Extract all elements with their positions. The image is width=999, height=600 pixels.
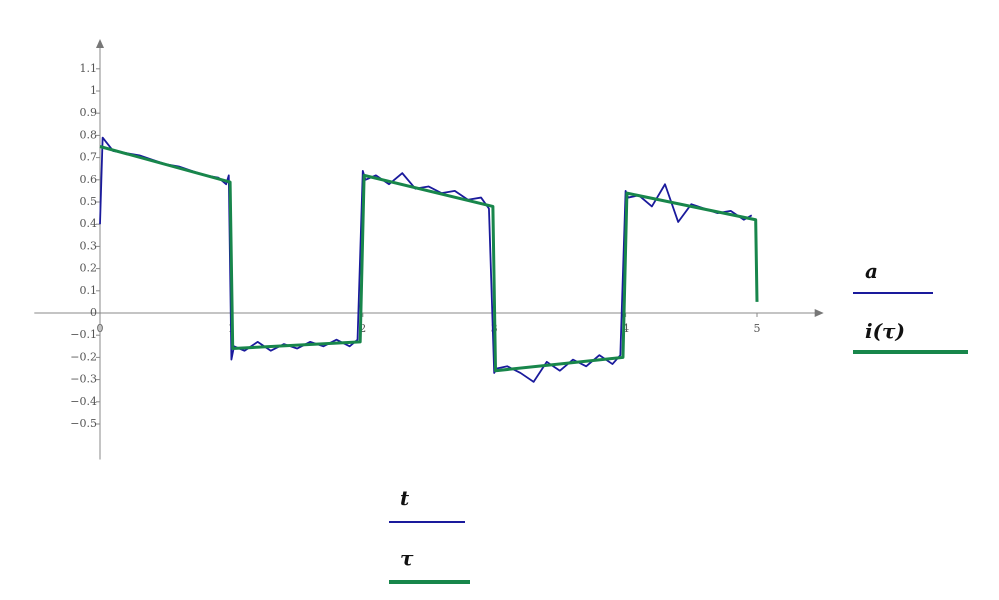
y-tick-label: −0.5 bbox=[70, 417, 97, 430]
series-line bbox=[99, 145, 759, 373]
y-tick-label: 0.9 bbox=[80, 106, 98, 119]
y-tick-label: 0.4 bbox=[80, 217, 98, 230]
y-tick-label: 0.8 bbox=[80, 128, 98, 141]
y-tick-label: 0 bbox=[90, 306, 97, 319]
y-tick-label: −0.3 bbox=[70, 373, 97, 386]
legend-label: a bbox=[865, 259, 878, 283]
x-tick-label: 4 bbox=[622, 322, 629, 335]
y-tick-label: −0.4 bbox=[70, 395, 97, 408]
x-legend-label: τ bbox=[400, 546, 414, 570]
y-tick-label: 0.3 bbox=[80, 239, 98, 252]
y-tick-label: 0.7 bbox=[80, 151, 98, 164]
y-tick-label: 0.5 bbox=[80, 195, 98, 208]
y-tick-label: −0.1 bbox=[70, 328, 97, 341]
y-tick-label: 0.6 bbox=[80, 173, 98, 186]
legend-label: i(τ) bbox=[865, 319, 905, 343]
y-tick-label: −0.2 bbox=[70, 350, 97, 363]
x-tick-label: 0 bbox=[97, 322, 104, 335]
y-tick-label: 0.2 bbox=[80, 262, 98, 275]
x-tick-label: 2 bbox=[359, 322, 366, 335]
y-tick-label: 1 bbox=[90, 84, 97, 97]
x-legend-label: t bbox=[400, 486, 410, 510]
y-tick-label: 0.1 bbox=[80, 284, 98, 297]
x-tick-label: 5 bbox=[754, 322, 761, 335]
y-tick-label: 1.1 bbox=[80, 62, 98, 75]
